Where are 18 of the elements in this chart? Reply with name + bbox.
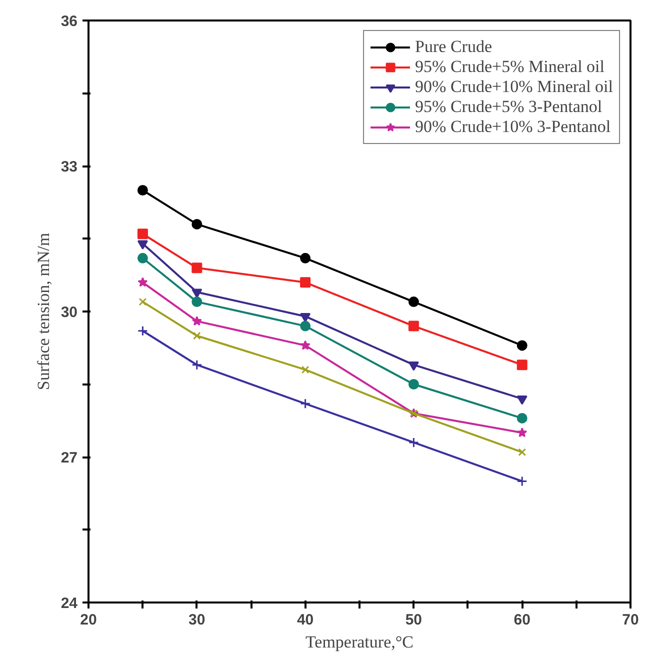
x-tick-label: 40: [296, 612, 314, 628]
legend-label: 95% Crude+5% Mineral oil: [415, 57, 604, 77]
x-tick-label: 50: [405, 612, 422, 628]
y-tick-label: 36: [60, 13, 78, 30]
legend-label: Pure Crude: [415, 37, 492, 57]
y-axis-title: Surface tension, mN/m: [34, 232, 53, 390]
x-tick-label: 20: [80, 612, 97, 628]
x-tick-label: 70: [622, 612, 639, 628]
x-axis-title: Temperature,°C: [305, 632, 414, 652]
x-tick-label: 30: [188, 612, 206, 628]
y-tick-label: 30: [60, 304, 78, 321]
legend-label: 90% Crude+10% Mineral oil: [415, 77, 613, 97]
x-tick-label: 60: [514, 612, 530, 628]
y-tick-label: 27: [60, 450, 78, 466]
legend-label: 95% Crude+5% 3-Pentanol: [415, 97, 602, 117]
y-tick-label: 33: [60, 158, 78, 176]
y-tick-label: 24: [60, 595, 78, 612]
legend-label: 90% Crude+10% 3-Pentanol: [415, 117, 611, 137]
